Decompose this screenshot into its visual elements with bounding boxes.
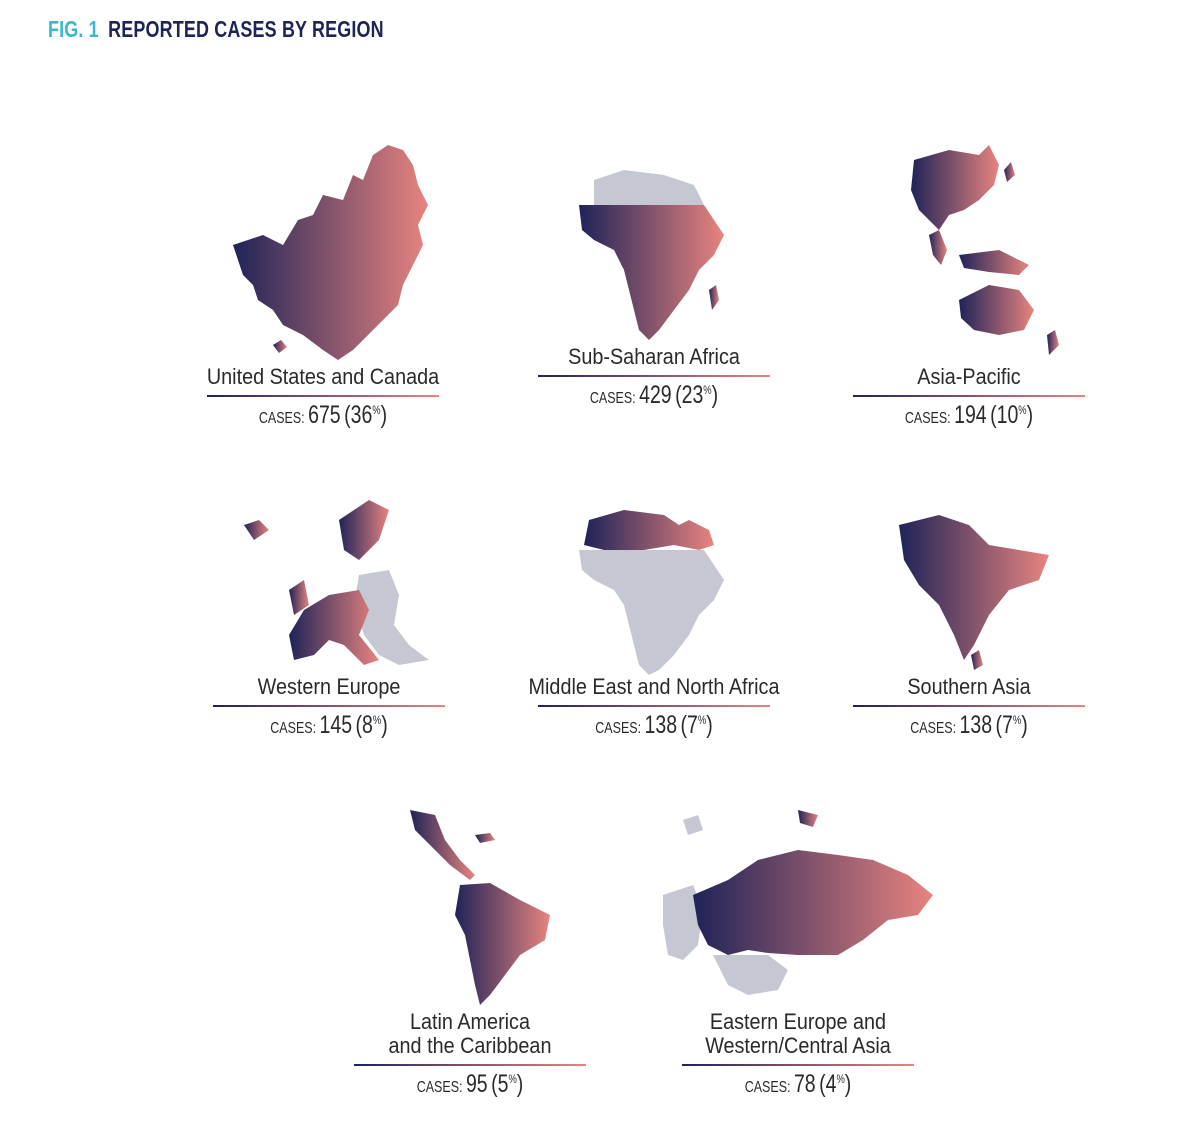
cases-value: 95 (465, 1070, 488, 1098)
region-name: United States and Canada (206, 364, 440, 389)
cases-percent: 4 (825, 1070, 837, 1098)
region-asia-pacific: Asia-Pacific CASES: 194 (10%) (829, 140, 1109, 430)
percent-sign: % (1012, 713, 1022, 727)
percent-sign: % (836, 1072, 845, 1086)
cases-value: 194 (954, 401, 987, 429)
region-name-line-2: Western/Central Asia (705, 1033, 891, 1058)
cases-value: 675 (308, 401, 341, 429)
region-sub-saharan-africa: Sub-Saharan Africa CASES: 429 (23%) (514, 160, 794, 410)
cases-value: 429 (639, 381, 672, 409)
cases-line: CASES: 194 (10%) (904, 401, 1034, 429)
cases-percent: 5 (497, 1070, 509, 1098)
cases-label: CASES: (595, 720, 642, 737)
region-underline (682, 1064, 914, 1066)
percent-sign: % (372, 713, 382, 727)
map-north-america (233, 145, 428, 360)
figure-label: FIG. 1 (48, 16, 99, 42)
map-asia-pacific (911, 145, 1059, 355)
cases-percent: 10 (996, 401, 1019, 429)
cases-label: CASES: (744, 1079, 791, 1096)
map-southern-asia (899, 515, 1049, 670)
cases-percent: 23 (681, 381, 704, 409)
cases-label: CASES: (910, 720, 957, 737)
region-underline (207, 395, 439, 397)
cases-label: CASES: (416, 1079, 463, 1096)
region-underline (213, 705, 445, 707)
region-name: Sub-Saharan Africa (568, 344, 740, 369)
cases-line: CASES: 138 (7%) (910, 711, 1028, 739)
region-southern-asia: Southern Asia CASES: 138 (7%) (829, 505, 1109, 740)
percent-sign: % (697, 713, 707, 727)
cases-value: 145 (319, 711, 353, 739)
cases-percent: 7 (1002, 711, 1013, 739)
region-underline (354, 1064, 586, 1066)
region-name: Western Europe (257, 674, 401, 699)
region-name: Southern Asia (907, 674, 1031, 699)
cases-label: CASES: (904, 410, 951, 427)
cases-line: CASES: 145 (8%) (270, 711, 388, 739)
region-eastern-europe-central-asia: Eastern Europe and Western/Central Asia … (658, 805, 938, 1099)
cases-line: CASES: 675 (36%) (258, 401, 388, 429)
percent-sign: % (372, 403, 381, 417)
region-name: Middle East and North Africa (528, 674, 780, 699)
cases-line: CASES: 78 (4%) (744, 1070, 852, 1098)
region-latin-america-caribbean: Latin America and the Caribbean CASES: 9… (330, 805, 610, 1099)
percent-sign: % (508, 1072, 517, 1086)
region-underline (853, 395, 1085, 397)
percent-sign: % (1018, 403, 1027, 417)
region-underline (538, 375, 770, 377)
region-name-line-1: Eastern Europe and (709, 1009, 887, 1034)
cases-value: 138 (959, 711, 993, 739)
cases-percent: 7 (687, 711, 698, 739)
map-western-europe (244, 500, 429, 665)
cases-label: CASES: (589, 390, 636, 407)
cases-line: CASES: 95 (5%) (416, 1070, 524, 1098)
cases-percent: 8 (362, 711, 373, 739)
map-latin-america (410, 810, 550, 1005)
cases-label: CASES: (270, 720, 317, 737)
region-name-line-2: and the Caribbean (388, 1033, 552, 1058)
region-united-states-canada: United States and Canada CASES: 675 (36%… (183, 135, 463, 430)
map-africa-highlight-north (579, 510, 724, 675)
region-underline (538, 705, 770, 707)
cases-value: 138 (644, 711, 678, 739)
cases-percent: 36 (350, 401, 373, 429)
region-middle-east-north-africa: Middle East and North Africa CASES: 138 … (514, 505, 794, 740)
cases-label: CASES: (258, 410, 305, 427)
cases-line: CASES: 429 (23%) (589, 381, 719, 409)
cases-value: 78 (793, 1070, 816, 1098)
figure-title: FIG. 1 REPORTED CASES BY REGION (48, 16, 384, 43)
percent-sign: % (703, 383, 712, 397)
region-western-europe: Western Europe CASES: 145 (8%) (189, 495, 469, 740)
map-eastern-europe-asia (663, 810, 933, 995)
region-name-line-1: Latin America (410, 1009, 530, 1034)
figure-heading: REPORTED CASES BY REGION (108, 16, 384, 42)
cases-line: CASES: 138 (7%) (595, 711, 713, 739)
region-underline (853, 705, 1085, 707)
map-africa-highlight-south (579, 170, 724, 340)
region-name: Asia-Pacific (917, 364, 1021, 389)
